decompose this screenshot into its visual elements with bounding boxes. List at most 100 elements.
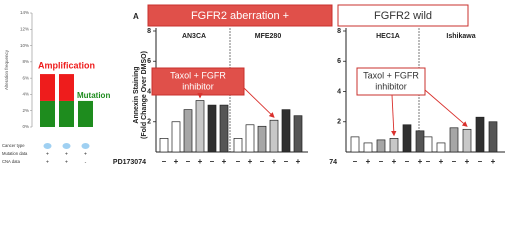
treatment-sign: +	[174, 157, 179, 166]
treatment-sign: –	[426, 157, 431, 166]
treatment-sign: –	[353, 157, 358, 166]
cancer-type-dot	[43, 143, 52, 149]
treatment-sign: –	[452, 157, 457, 166]
treatment-sign: –	[478, 157, 483, 166]
treatment-sign: +	[222, 157, 227, 166]
treatment-sign: –	[405, 157, 410, 166]
bar	[233, 138, 243, 153]
treatment-sign: –	[236, 157, 241, 166]
treatment-sign: +	[392, 157, 397, 166]
treatment-sign: –	[260, 157, 265, 166]
bar-segment	[78, 100, 93, 127]
bar-segment	[59, 74, 74, 101]
header-box	[337, 4, 469, 27]
row-mark: +	[65, 159, 68, 165]
y-tick-label: 2%	[22, 108, 29, 113]
y-axis-label: Annexin Staining	[133, 66, 140, 123]
bar	[245, 124, 255, 153]
row-mark: +	[65, 151, 68, 157]
treatment-sign: +	[272, 157, 277, 166]
bar	[171, 121, 181, 153]
row-mark: -	[85, 159, 87, 165]
treatment-sign: +	[491, 157, 496, 166]
row-mark: +	[46, 159, 49, 165]
y-tick-label: 2	[337, 119, 341, 126]
annotation-text: inhibitor	[375, 81, 407, 91]
bar	[207, 104, 217, 153]
y-tick-label: 4%	[22, 92, 29, 97]
bar	[389, 138, 399, 153]
arrow	[391, 94, 397, 137]
y-tick-label: 4	[147, 88, 151, 95]
bar	[423, 136, 433, 153]
header: FGFR2 wild	[374, 10, 432, 22]
treatment-sign: +	[198, 157, 203, 166]
cancer-type-dot	[81, 143, 90, 149]
cancer-type-dot	[62, 143, 71, 149]
y-tick-label: 10%	[20, 43, 29, 48]
treatment-sign: +	[418, 157, 423, 166]
y-tick-label: 6	[337, 58, 341, 65]
bar	[183, 109, 193, 153]
row-label: Cancer type	[2, 143, 25, 148]
bar	[449, 127, 459, 153]
bar	[219, 104, 229, 153]
series-label: Amplification	[38, 60, 95, 70]
bar	[293, 115, 303, 153]
y-axis-label: Alteration frequency	[4, 49, 9, 90]
panel-label: A	[133, 12, 139, 21]
annotation-text: Taxol + FGFR	[363, 70, 419, 80]
bar	[281, 109, 291, 153]
bar	[257, 125, 267, 153]
treatment-sign: +	[366, 157, 371, 166]
bar	[195, 100, 205, 153]
group-label: HEC1A	[376, 33, 400, 40]
header: FGFR2 aberration +	[191, 10, 289, 22]
treatment-sign: –	[186, 157, 191, 166]
treatment-sign: –	[284, 157, 289, 166]
bar	[488, 121, 498, 153]
treatment-sign: +	[248, 157, 253, 166]
y-axis-label: (Fold Change Over DMSO)	[141, 51, 148, 139]
y-tick-label: 8	[337, 28, 341, 35]
bar-segment	[40, 100, 55, 127]
bar	[415, 130, 425, 153]
bar	[350, 136, 360, 153]
bar	[376, 139, 386, 153]
header-box	[147, 4, 333, 27]
y-tick-label: 8%	[22, 59, 29, 64]
treatment-sign: +	[439, 157, 444, 166]
bar-segment	[40, 74, 55, 101]
treatment-sign: +	[296, 157, 301, 166]
bar	[475, 116, 485, 153]
y-tick-label: 6%	[22, 75, 29, 80]
treatment-label: PD173074	[113, 159, 146, 166]
group-label: MFE280	[255, 33, 282, 40]
treatment-sign: –	[210, 157, 215, 166]
group-label: Ishikawa	[446, 33, 475, 40]
series-label: Mutation	[77, 91, 110, 100]
row-mark: +	[46, 151, 49, 157]
group-label: AN3CA	[182, 33, 206, 40]
y-tick-label: 6	[147, 58, 151, 65]
row-label: CNA data	[2, 159, 21, 164]
bar	[462, 128, 472, 153]
bar	[402, 124, 412, 153]
bar	[159, 138, 169, 153]
bar	[269, 119, 279, 153]
y-tick-label: 0%	[22, 124, 29, 129]
treatment-label: 74	[329, 159, 337, 166]
arrow	[243, 87, 275, 118]
row-label: Mutation data	[2, 151, 28, 156]
y-tick-label: 4	[337, 88, 341, 95]
treatment-sign: +	[465, 157, 470, 166]
bar	[363, 142, 373, 153]
annotation-text: inhibitor	[182, 81, 214, 91]
annotation-box	[356, 67, 426, 96]
treatment-sign: –	[379, 157, 384, 166]
figure: Alteration frequency 0% 2% 4% 6% 8% 10% 12% 14% A…	[2, 4, 505, 166]
y-tick-label: 8	[147, 28, 151, 35]
y-tick-label: 14%	[20, 10, 29, 15]
arrow	[424, 89, 468, 127]
annotation-text: Taxol + FGFR	[170, 70, 226, 80]
